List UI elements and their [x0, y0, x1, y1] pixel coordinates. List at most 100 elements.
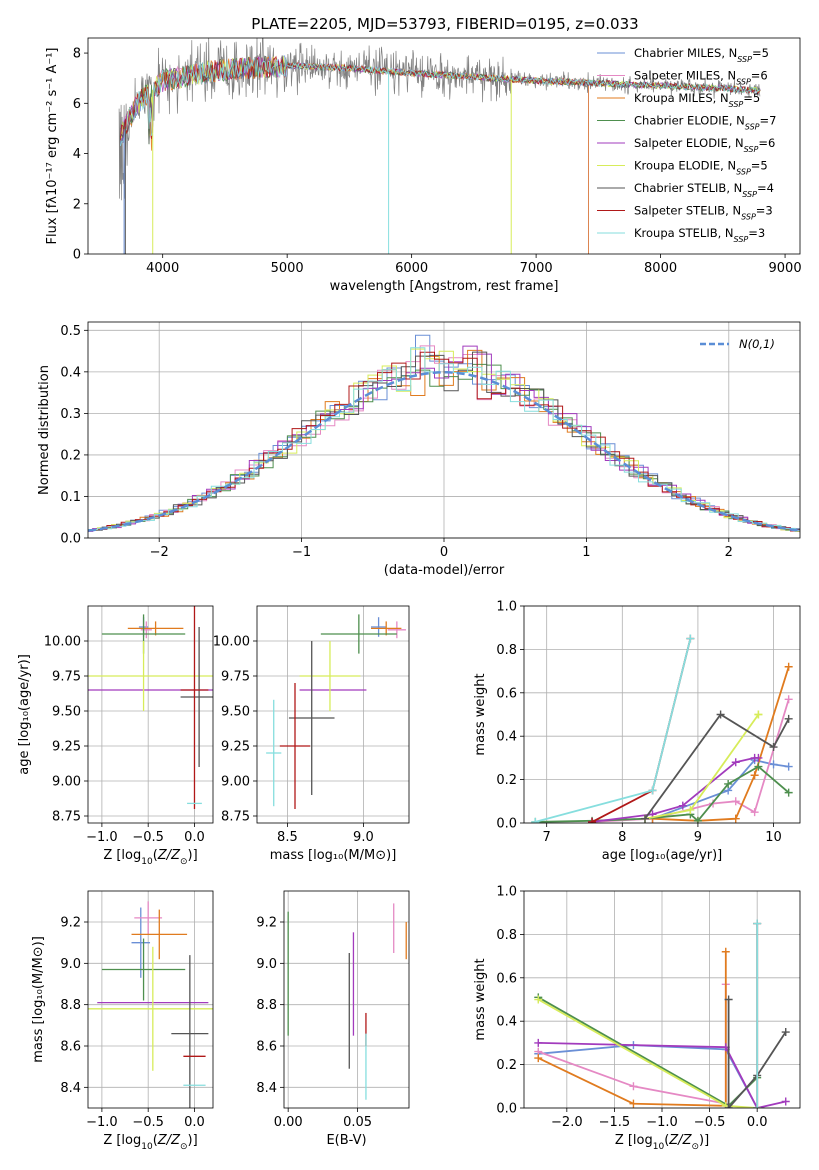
weight-point	[731, 814, 740, 823]
x-tick-label: −1.0	[86, 830, 118, 845]
data-point	[288, 641, 335, 795]
histogram-frame	[87, 321, 801, 539]
weight-point	[754, 753, 763, 762]
y-tick-label: 9.25	[52, 740, 81, 755]
y-tick-label: 9.50	[52, 705, 81, 720]
y-tick-label: 8.8	[256, 998, 277, 1013]
weight-point	[784, 662, 793, 671]
x-tick-label: 0.0	[747, 1115, 768, 1130]
x-tick-label: −1.0	[646, 1115, 678, 1130]
x-tick-label: 10	[765, 830, 782, 845]
weight-series-line	[727, 999, 787, 1108]
weight-point	[781, 1097, 790, 1106]
y-tick-label: 8.4	[60, 1081, 81, 1096]
legend-label: Salpeter ELODIE, NSSP=6	[634, 136, 775, 154]
age-vs-Z-xlabel: Z [log10(Z/Z⊙)]	[103, 848, 197, 867]
spectrum-lines	[118, 38, 761, 254]
y-tick-label: 0.3	[60, 407, 81, 422]
data-point	[320, 614, 397, 654]
y-tick-label: 8.6	[60, 1040, 81, 1055]
y-tick-label: 9.25	[221, 740, 250, 755]
mass-vs-EBV-xlabel: E(B-V)	[326, 1133, 366, 1148]
x-tick-label: 4000	[146, 261, 179, 276]
x-tick-label: −0.5	[694, 1115, 726, 1130]
weight-vs-age-series	[531, 634, 793, 823]
y-tick-label: 9.00	[52, 775, 81, 790]
weight-point	[784, 762, 793, 771]
weight-series-line	[537, 951, 727, 1107]
y-tick-label: 0.4	[496, 730, 517, 745]
mass-vs-Z-frame	[87, 890, 214, 1109]
y-tick-label: 0.4	[496, 1015, 517, 1030]
spectrum-axes: 4000 5000 6000 7000 8000 9000 0 2 4 6 8	[73, 47, 802, 276]
weight-point	[724, 1104, 733, 1108]
data-point	[180, 606, 209, 809]
age-vs-mass-axes: 8.5 9.0 8.75 9.00 9.25 9.50 9.75 10.00	[213, 606, 409, 845]
y-tick-label: 0.0	[60, 532, 81, 547]
data-point	[387, 621, 406, 639]
y-tick-label: 9.0	[60, 957, 81, 972]
histogram-ylabel: Normed distribution	[37, 365, 52, 495]
data-point	[266, 699, 282, 807]
x-tick-label: 5000	[271, 261, 304, 276]
weight-vs-age-ylabel: mass weight	[473, 673, 488, 755]
y-tick-label: 9.50	[221, 705, 250, 720]
weight-point	[716, 710, 725, 719]
weight-point	[640, 814, 649, 823]
weight-point	[534, 1054, 543, 1063]
weight-series-line	[644, 713, 790, 820]
y-tick-label: 6	[73, 97, 81, 112]
x-tick-label: 1	[582, 545, 590, 560]
x-tick-label: −2.0	[551, 1115, 583, 1130]
mass-vs-Z-points	[88, 901, 213, 1108]
normal-curve	[88, 371, 800, 532]
y-tick-label: 1.0	[496, 600, 517, 615]
y-tick-label: 0.2	[496, 773, 517, 788]
histogram-step	[88, 351, 800, 532]
model-spectrum	[120, 56, 761, 147]
weight-point	[750, 808, 759, 817]
y-tick-label: 8.75	[52, 810, 81, 825]
y-tick-label: 9.75	[221, 670, 250, 685]
x-tick-label: 9000	[769, 261, 802, 276]
weight-series-line	[538, 1042, 786, 1108]
weight-point	[693, 816, 702, 823]
age-vs-mass-xlabel: mass [log₁₀(M/M⊙)]	[270, 848, 397, 863]
legend-label: Chabrier STELIB, NSSP=4	[634, 181, 774, 199]
histogram-step	[88, 347, 800, 532]
weight-point	[781, 1028, 790, 1037]
x-tick-label: 7000	[520, 261, 553, 276]
data-point	[140, 621, 152, 639]
legend-label: Kroupa ELODIE, NSSP=5	[634, 159, 768, 177]
data-point	[88, 641, 213, 711]
weight-point	[754, 710, 763, 719]
y-tick-label: 9.2	[60, 916, 81, 931]
y-tick-label: 8	[73, 47, 81, 62]
weight-point	[731, 797, 740, 806]
legend-label: Salpeter MILES, NSSP=6	[634, 69, 768, 87]
weight-point	[588, 817, 597, 823]
y-tick-label: 10.00	[44, 635, 81, 650]
weight-point	[769, 743, 778, 752]
weight-point	[784, 695, 793, 704]
spectrum-xlabel: wavelength [Angstrom, rest frame]	[330, 279, 559, 294]
x-tick-label: 0.00	[274, 1115, 303, 1130]
y-tick-label: 9.2	[256, 916, 277, 931]
data-point	[279, 683, 311, 809]
x-tick-label: 8000	[644, 261, 677, 276]
y-tick-label: 2	[73, 197, 81, 212]
mass-vs-Z-axes: −1.0 −0.5 0.0 8.4 8.6 8.8 9.0 9.2	[60, 891, 213, 1130]
x-tick-label: 0.05	[343, 1115, 372, 1130]
weight-point	[784, 788, 793, 797]
spectrum-legend: Chabrier MILES, NSSP=5 Salpeter MILES, NS…	[597, 46, 776, 244]
x-tick-label: −1.5	[599, 1115, 631, 1130]
x-tick-label: −1	[292, 545, 311, 560]
weight-vs-Z-series	[534, 919, 790, 1108]
age-vs-mass-points	[266, 614, 406, 809]
y-tick-label: 9.0	[256, 957, 277, 972]
histogram-step	[88, 351, 800, 533]
data-point	[180, 627, 213, 767]
y-tick-label: 0.0	[496, 1102, 517, 1117]
weight-vs-Z-frame	[523, 890, 801, 1109]
data-point	[171, 955, 209, 1108]
